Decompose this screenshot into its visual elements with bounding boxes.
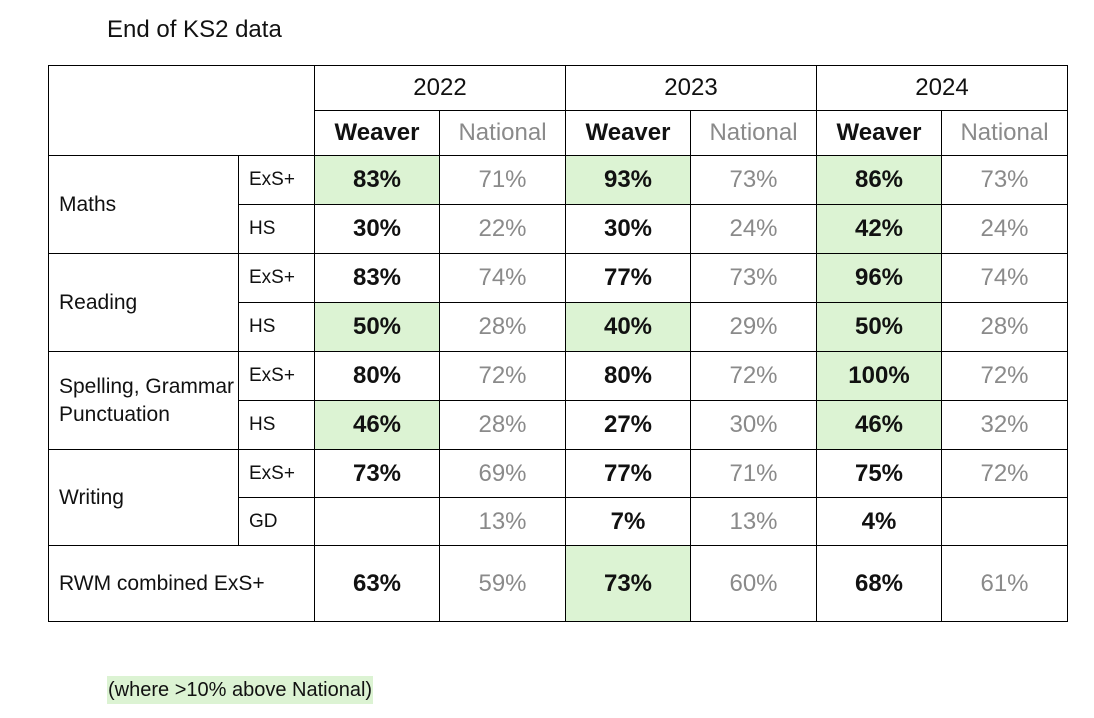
weaver-value: 42% — [816, 204, 942, 254]
national-value: 59% — [439, 545, 566, 622]
table-row: GD 13% 7% 13% 4% — [49, 497, 1068, 546]
weaver-value: 30% — [314, 204, 440, 254]
national-value: 29% — [690, 302, 817, 352]
weaver-value: 83% — [314, 155, 440, 205]
national-value: 13% — [439, 497, 566, 546]
table-row: HS 46% 28% 27% 30% 46% 32% — [49, 400, 1068, 450]
measure-label: HS — [238, 204, 315, 254]
national-value: 22% — [439, 204, 566, 254]
weaver-value: 46% — [314, 400, 440, 450]
national-value: 24% — [690, 204, 817, 254]
national-value: 73% — [941, 155, 1068, 205]
weaver-value: 68% — [816, 545, 942, 622]
weaver-value: 50% — [314, 302, 440, 352]
national-value: 13% — [690, 497, 817, 546]
weaver-value: 27% — [565, 400, 691, 450]
table-row: Maths ExS+ 83% 71% 93% 73% 86% 73% — [48, 155, 1068, 254]
page-title: End of KS2 data — [107, 16, 282, 43]
weaver-value: 4% — [816, 497, 942, 546]
table-row: HS 30% 22% 30% 24% 42% 24% — [49, 204, 1068, 254]
national-value: 72% — [690, 351, 817, 401]
weaver-value: 40% — [565, 302, 691, 352]
national-value: 71% — [690, 449, 817, 498]
weaver-value: 93% — [565, 155, 691, 205]
weaver-value: 100% — [816, 351, 942, 401]
weaver-value: 96% — [816, 253, 942, 303]
national-value: 71% — [439, 155, 566, 205]
measure-label: ExS+ — [238, 351, 315, 401]
table-body: 2022 2023 2024 Weaver National Weaver National… — [48, 65, 1068, 622]
subject-label: Reading — [48, 253, 239, 352]
national-value: 60% — [690, 545, 817, 622]
weaver-value: 83% — [314, 253, 440, 303]
measure-label: ExS+ — [238, 155, 315, 205]
weaver-value: 73% — [314, 449, 440, 498]
national-value: 73% — [690, 155, 817, 205]
weaver-header: Weaver — [816, 110, 942, 156]
national-value: 28% — [439, 400, 566, 450]
highlight-legend-note: (where >10% above National) — [107, 676, 374, 704]
table-row: HS 50% 28% 40% 29% 50% 28% — [49, 302, 1068, 352]
ks2-results-table: 2022 2023 2024 Weaver National Weaver National… — [48, 65, 1068, 622]
national-value: 61% — [941, 545, 1068, 622]
national-value: 32% — [941, 400, 1068, 450]
weaver-value: 73% — [565, 545, 691, 622]
table-row: Reading ExS+ 83% 74% 77% 73% 96% 74% — [48, 253, 1068, 352]
year-header: 2023 — [565, 65, 817, 111]
national-value: 72% — [439, 351, 566, 401]
national-value: 74% — [439, 253, 566, 303]
weaver-value: 86% — [816, 155, 942, 205]
measure-label: HS — [238, 400, 315, 450]
weaver-value: 77% — [565, 253, 691, 303]
national-value: 28% — [941, 302, 1068, 352]
national-value: 28% — [439, 302, 566, 352]
national-value: 72% — [941, 351, 1068, 401]
measure-label: HS — [238, 302, 315, 352]
table-row: Writing ExS+ 73% 69% 77% 71% 75% 72% — [48, 449, 1068, 546]
year-header-row: 2022 2023 2024 — [48, 65, 1068, 156]
subject-label: Writing — [48, 449, 239, 546]
weaver-value: 46% — [816, 400, 942, 450]
weaver-value: 7% — [565, 497, 691, 546]
national-header: National — [941, 110, 1068, 156]
subject-label: Spelling, Grammar Punctuation — [48, 351, 239, 450]
national-value: 24% — [941, 204, 1068, 254]
weaver-value — [314, 497, 440, 546]
weaver-value: 80% — [565, 351, 691, 401]
combined-label: RWM combined ExS+ — [48, 545, 315, 622]
measure-label: GD — [238, 497, 315, 546]
weaver-value: 80% — [314, 351, 440, 401]
national-value: 30% — [690, 400, 817, 450]
national-value — [941, 497, 1068, 546]
national-header: National — [439, 110, 566, 156]
weaver-value: 30% — [565, 204, 691, 254]
national-value: 69% — [439, 449, 566, 498]
measure-label: ExS+ — [238, 449, 315, 498]
weaver-header: Weaver — [565, 110, 691, 156]
weaver-value: 75% — [816, 449, 942, 498]
national-value: 72% — [941, 449, 1068, 498]
national-value: 74% — [941, 253, 1068, 303]
weaver-value: 50% — [816, 302, 942, 352]
table-row: Spelling, Grammar Punctuation ExS+ 80% 72% 8… — [48, 351, 1068, 450]
measure-label: ExS+ — [238, 253, 315, 303]
year-header: 2022 — [314, 65, 566, 111]
weaver-header: Weaver — [314, 110, 440, 156]
corner-cell — [48, 65, 315, 156]
subject-label: Maths — [48, 155, 239, 254]
year-header: 2024 — [816, 65, 1068, 111]
national-header: National — [690, 110, 817, 156]
national-value: 73% — [690, 253, 817, 303]
combined-row: RWM combined ExS+ 63% 59% 73% 60% 68% 61% — [48, 545, 1068, 622]
weaver-value: 77% — [565, 449, 691, 498]
weaver-value: 63% — [314, 545, 440, 622]
